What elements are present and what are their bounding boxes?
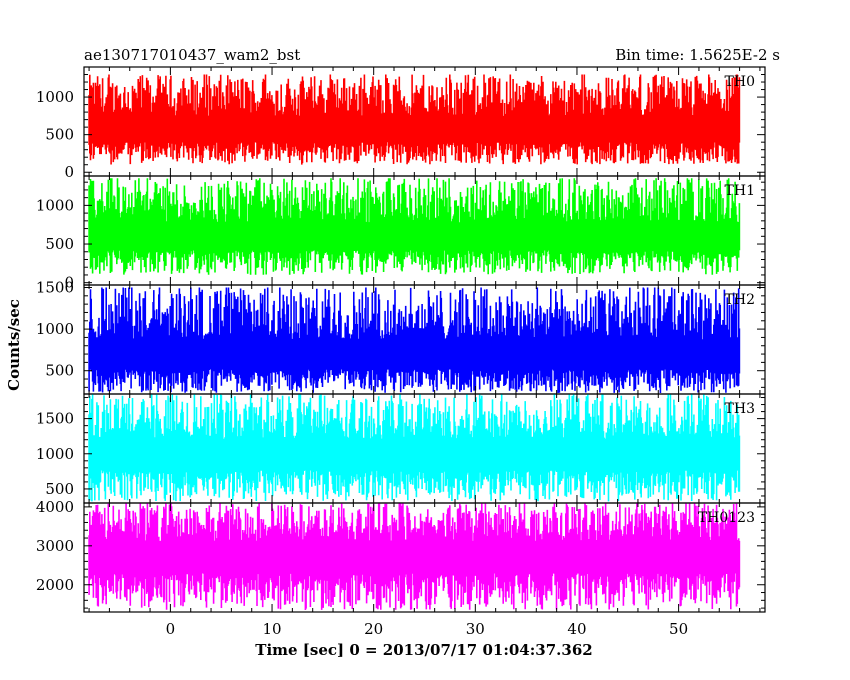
x-axis-title: Time [sec] 0 = 2013/07/17 01:04:37.362	[255, 641, 592, 659]
y-axis-title: Counts/sec	[5, 299, 23, 391]
panels: 0 500 1000 TH0 0 500 1000 TH1 500 1000 1500 TH2 500 1…	[36, 66, 766, 613]
y-tick-label: 1500	[36, 278, 74, 296]
y-tick-label: 0	[64, 163, 74, 181]
x-axis-tick-labels: 0 10 20 30 40 50	[166, 620, 689, 638]
panel-label-th0: TH0	[725, 74, 755, 90]
bin-time-label: Bin time: 1.5625E-2 s	[615, 46, 780, 64]
x-tick-label: 30	[466, 620, 485, 638]
y-tick-label: 4000	[36, 498, 74, 516]
chart-title: ae130717010437_wam2_bst	[84, 46, 300, 64]
y-tick-label: 1000	[36, 320, 74, 338]
series-th1-line	[88, 178, 741, 275]
y-tick-label: 500	[45, 126, 74, 144]
panel-th1: 0 500 1000 TH1	[36, 175, 766, 292]
y-tick-label: 3000	[36, 537, 74, 555]
x-tick-label: 20	[364, 620, 383, 638]
series-th2-line	[88, 287, 741, 393]
series-th0123-line	[88, 503, 741, 610]
panel-th0123: 2000 3000 4000 TH0123	[36, 498, 766, 613]
x-tick-label: 50	[669, 620, 688, 638]
y-tick-label: 1000	[36, 445, 74, 463]
y-tick-label: 500	[45, 480, 74, 498]
panel-th0: 0 500 1000 TH0	[36, 66, 766, 181]
panel-label-th3: TH3	[725, 401, 755, 417]
panel-th3: 500 1000 1500 TH3	[36, 393, 766, 504]
x-tick-label: 40	[567, 620, 586, 638]
y-tick-label: 1000	[36, 88, 74, 106]
x-tick-label: 0	[166, 620, 176, 638]
y-tick-label: 1500	[36, 410, 74, 428]
panel-th2: 500 1000 1500 TH2	[36, 278, 766, 395]
y-tick-label: 0	[64, 274, 74, 292]
y-tick-label: 500	[45, 362, 74, 380]
panel-label-th1: TH1	[725, 183, 755, 199]
series-th0-line	[88, 74, 741, 165]
x-tick-label: 10	[262, 620, 281, 638]
series-th3-line	[88, 394, 741, 502]
y-tick-label: 2000	[36, 576, 74, 594]
y-tick-label: 500	[45, 235, 74, 253]
panel-label-th0123: TH0123	[698, 510, 755, 526]
y-tick-label: 1000	[36, 196, 74, 214]
panel-frame	[83, 502, 766, 613]
panel-label-th2: TH2	[725, 292, 755, 308]
